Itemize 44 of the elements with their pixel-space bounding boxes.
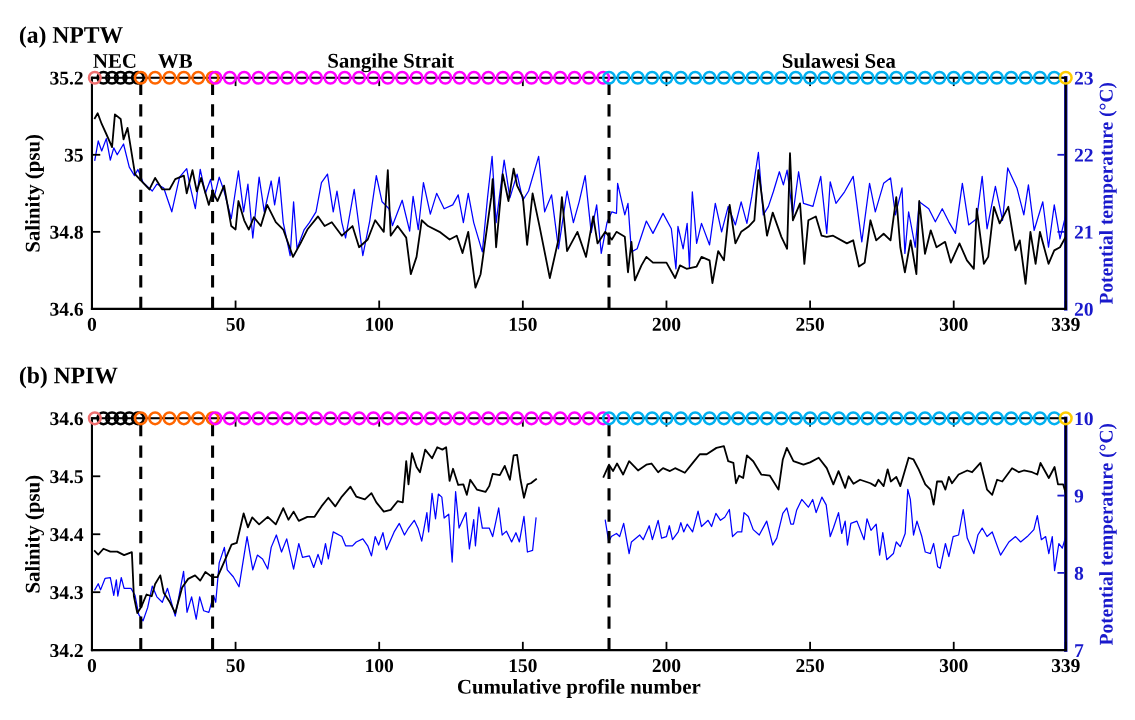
annotation: WB xyxy=(158,54,193,69)
x-tick-label: 339 xyxy=(1051,317,1080,331)
x-tick-label: 0 xyxy=(87,659,97,673)
x-tick-label: 100 xyxy=(366,317,394,331)
y-tick-label: 34.4 xyxy=(50,528,84,542)
x-axis-title: Cumulative profile number xyxy=(457,678,701,699)
y2-tick-label: 23 xyxy=(1074,71,1093,85)
y-tick-label: 34.8 xyxy=(50,225,83,239)
x-tick-label: 150 xyxy=(509,317,537,331)
y2-tick-label: 8 xyxy=(1074,566,1084,580)
y-tick-label: 34.3 xyxy=(50,586,83,600)
y2-axis-title: Potential temperature (°C) xyxy=(1099,83,1117,305)
y2-tick-label: 22 xyxy=(1074,148,1093,162)
y2-tick-label: 10 xyxy=(1075,412,1093,426)
y-tick-label: 34.6 xyxy=(50,302,84,316)
annotation: NEC xyxy=(93,53,136,68)
x-tick-label: 300 xyxy=(939,659,968,673)
y2-tick-label: 7 xyxy=(1075,644,1084,657)
y-tick-label: 34.2 xyxy=(50,644,83,658)
chart-title: (a) NPTW xyxy=(19,26,123,48)
y2-axis-title: Potential temperature (°C) xyxy=(1099,423,1117,646)
x-tick-label: 50 xyxy=(226,317,245,331)
y-tick-label: 34.6 xyxy=(50,412,84,426)
x-tick-label: 200 xyxy=(652,659,681,673)
x-tick-label: 150 xyxy=(509,659,537,673)
x-tick-label: 250 xyxy=(796,659,824,673)
y2-tick-label: 9 xyxy=(1074,489,1084,503)
y2-tick-label: 20 xyxy=(1074,302,1093,316)
annotation: Sangihe Strait xyxy=(328,53,454,73)
x-tick-label: 50 xyxy=(226,659,245,673)
x-tick-label: 100 xyxy=(366,659,394,673)
x-tick-label: 300 xyxy=(939,317,968,331)
chart-title: (b) NPIW xyxy=(19,366,118,389)
x-tick-label: 250 xyxy=(796,317,824,331)
y-tick-label: 35.2 xyxy=(50,71,83,85)
y-axis-title: Salinity (psu) xyxy=(25,134,45,252)
x-tick-label: 339 xyxy=(1051,659,1080,673)
y2-tick-label: 21 xyxy=(1074,225,1093,239)
y-tick-label: 34.5 xyxy=(50,470,83,484)
x-tick-label: 0 xyxy=(87,317,97,331)
y-tick-label: 35 xyxy=(64,148,83,162)
x-tick-label: 200 xyxy=(652,317,681,331)
annotation: Sulawesi Sea xyxy=(782,53,896,69)
y-axis-title: Salinity (psu) xyxy=(25,475,45,593)
